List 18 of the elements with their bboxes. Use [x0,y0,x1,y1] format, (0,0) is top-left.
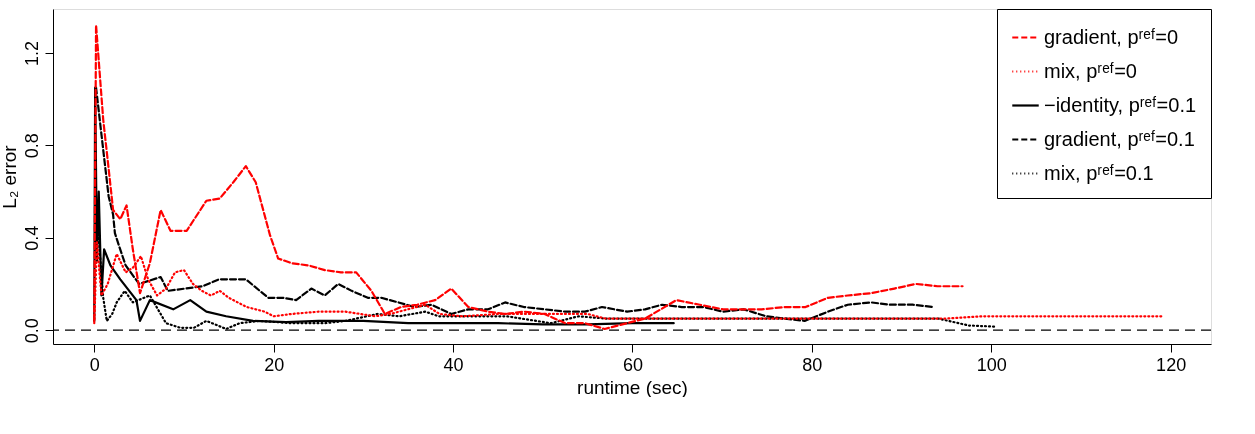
legend-label: gradient, pʳᵉᶠ=0 [1044,25,1179,48]
x-tick-label: 80 [802,354,823,375]
y-tick-label: 1.2 [21,40,42,66]
legend-label: mix, pʳᵉᶠ=0.1 [1044,161,1154,184]
legend-label: mix, pʳᵉᶠ=0 [1044,59,1137,82]
x-tick-label: 100 [976,354,1007,375]
y-axis-title: L₂ error [0,144,20,209]
x-tick-label: 40 [443,354,464,375]
x-tick-label: 120 [1156,354,1187,375]
legend-label: −identity, pʳᵉᶠ=0.1 [1044,93,1197,116]
y-tick-label: 0.4 [21,225,42,251]
x-tick-label: 20 [264,354,285,375]
legend-label: gradient, pʳᵉᶠ=0.1 [1044,127,1195,150]
x-tick-label: 0 [89,354,100,375]
x-axis-title: runtime (sec) [577,376,688,398]
y-tick-label: 0.0 [21,318,42,344]
y-tick-label: 0.8 [21,133,42,159]
x-tick-label: 60 [622,354,643,375]
